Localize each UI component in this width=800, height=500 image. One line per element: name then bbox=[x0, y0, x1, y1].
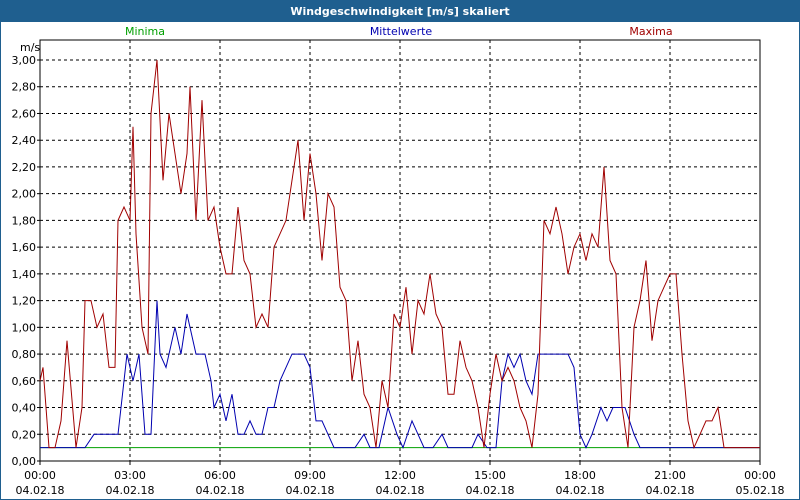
window-title: Windgeschwindigkeit [m/s] skaliert bbox=[1, 1, 799, 22]
y-axis: 0,00 0,20 0,40 0,60 0,80 1,00 1,20 1,40 1,60 1,80… bbox=[12, 54, 40, 468]
y-tick-label: 2,20 bbox=[12, 161, 37, 174]
x-tick-date: 04.02.18 bbox=[196, 484, 245, 497]
series-group bbox=[39, 59, 760, 450]
legend: Minima Mittelwerte Maxima bbox=[125, 25, 673, 38]
y-tick-label: 1,40 bbox=[12, 268, 37, 281]
x-tick-time: 03:00 bbox=[114, 469, 146, 482]
x-tick-date: 04.02.18 bbox=[646, 484, 695, 497]
x-tick-time: 15:00 bbox=[474, 469, 506, 482]
x-tick-date: 04.02.18 bbox=[376, 484, 425, 497]
x-tick-date: 04.02.18 bbox=[286, 484, 335, 497]
x-tick-time: 00:00 bbox=[744, 469, 776, 482]
x-tick-time: 18:00 bbox=[564, 469, 596, 482]
y-tick-label: 0,60 bbox=[12, 375, 37, 388]
y-tick-label: 1,00 bbox=[12, 321, 37, 334]
legend-maxima: Maxima bbox=[629, 25, 672, 38]
y-axis-label: m/s bbox=[20, 41, 40, 54]
x-tick-date: 04.02.18 bbox=[16, 484, 65, 497]
x-tick-date: 05.02.18 bbox=[736, 484, 785, 497]
y-tick-label: 0,40 bbox=[12, 402, 37, 415]
x-tick-time: 06:00 bbox=[204, 469, 236, 482]
x-tick-date: 04.02.18 bbox=[466, 484, 515, 497]
legend-mittelwerte: Mittelwerte bbox=[370, 25, 433, 38]
grid-lines bbox=[40, 40, 760, 461]
y-tick-label: 0,20 bbox=[12, 428, 37, 441]
series-mittelwerte-line bbox=[40, 300, 760, 449]
x-tick-time: 09:00 bbox=[294, 469, 326, 482]
x-tick-time: 00:00 bbox=[24, 469, 56, 482]
y-tick-label: 2,60 bbox=[12, 107, 37, 120]
y-tick-label: 1,20 bbox=[12, 295, 37, 308]
x-axis: 00:00 04.02.18 03:00 04.02.18 06:00 04.02.18 0… bbox=[16, 461, 785, 497]
y-tick-label: 1,60 bbox=[12, 241, 37, 254]
x-tick-time: 21:00 bbox=[654, 469, 686, 482]
y-tick-label: 1,80 bbox=[12, 214, 37, 227]
series-maxima-line bbox=[39, 59, 760, 450]
legend-minima: Minima bbox=[125, 25, 165, 38]
y-tick-label: 0,80 bbox=[12, 348, 37, 361]
y-tick-label: 2,00 bbox=[12, 188, 37, 201]
y-tick-label: 2,80 bbox=[12, 81, 37, 94]
y-tick-label: 3,00 bbox=[12, 54, 37, 67]
x-tick-date: 04.02.18 bbox=[556, 484, 605, 497]
y-tick-label: 2,40 bbox=[12, 134, 37, 147]
x-tick-time: 12:00 bbox=[384, 469, 416, 482]
y-tick-label: 0,00 bbox=[12, 455, 37, 468]
x-tick-date: 04.02.18 bbox=[106, 484, 155, 497]
